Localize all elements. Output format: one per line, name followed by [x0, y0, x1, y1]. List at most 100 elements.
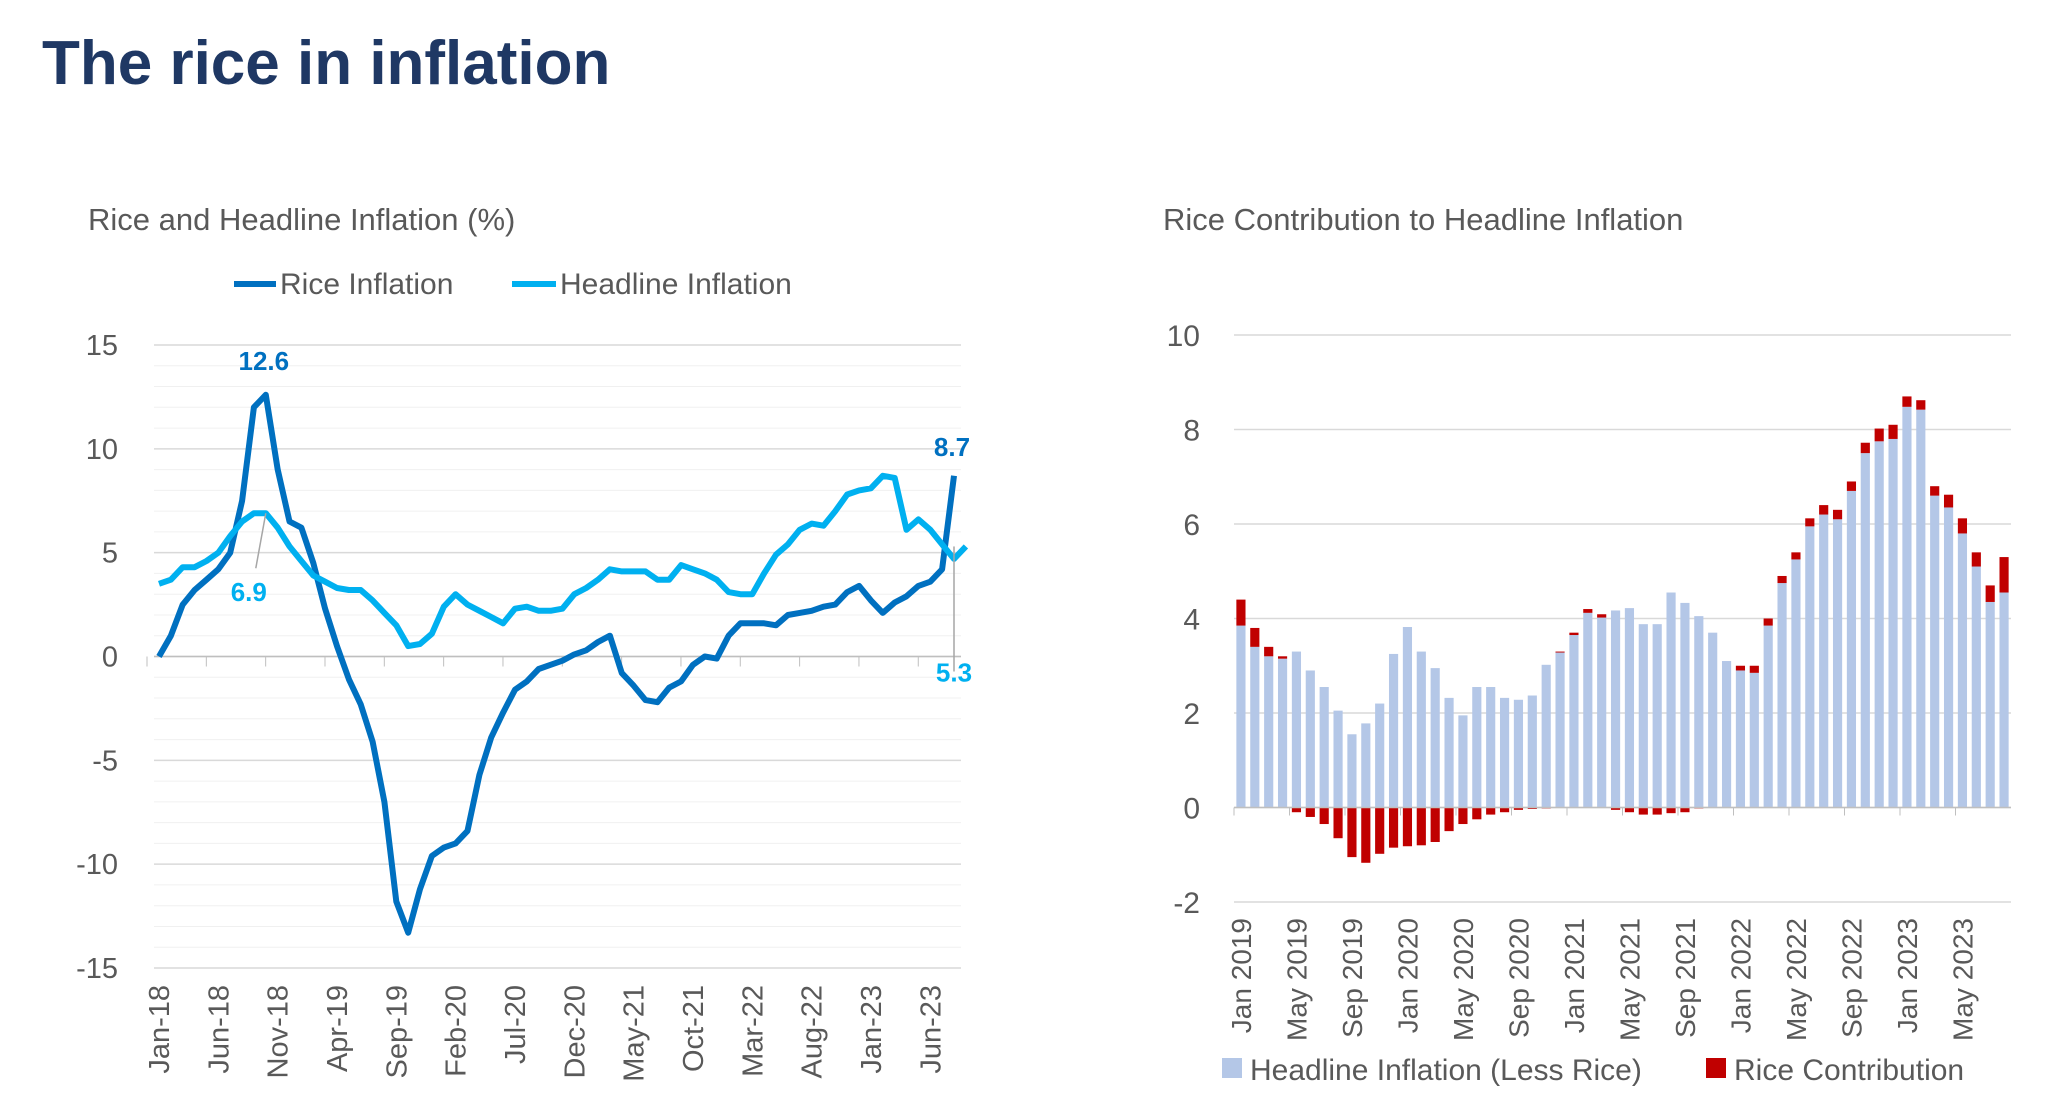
bar-headline-less-rice — [1375, 703, 1385, 808]
bar-headline-less-rice — [1597, 617, 1607, 808]
y-tick-label: 10 — [1167, 320, 1200, 353]
page-title: The rice in inflation — [42, 29, 611, 98]
bar-headline-less-rice — [1458, 715, 1468, 808]
bar-headline-less-rice — [1957, 533, 1968, 808]
bar-headline-less-rice — [1763, 625, 1773, 808]
x-tick-label: Mar-22 — [737, 985, 769, 1077]
bar-rice-contribution — [1680, 807, 1690, 813]
x-tick-label: Sep 2022 — [1836, 918, 1867, 1038]
rice-inflation-line — [156, 391, 957, 936]
bar-headline-less-rice — [1236, 625, 1246, 808]
bar-rice-contribution — [1999, 557, 2009, 593]
bar-headline-less-rice — [1610, 610, 1621, 808]
bar-rice-contribution — [1902, 396, 1912, 407]
bar-rice-contribution — [1597, 614, 1607, 618]
bar-rice-contribution — [1971, 552, 1981, 567]
bar-rice-contribution — [1388, 807, 1399, 848]
legend-headline-label: Headline Inflation — [560, 268, 792, 301]
bar-rice-contribution — [1513, 807, 1524, 810]
bar-headline-less-rice — [1569, 635, 1579, 808]
bar-rice-contribution — [1416, 807, 1426, 846]
y-tick-label: 4 — [1183, 604, 1200, 637]
bar-rice-contribution — [1666, 807, 1676, 814]
legend-headline-less-rice-label: Headline Inflation (Less Rice) — [1250, 1054, 1642, 1087]
bar-headline-less-rice — [1819, 514, 1829, 808]
bar-headline-less-rice — [1791, 559, 1801, 808]
bar-headline-less-rice — [1666, 592, 1676, 808]
bar-headline-less-rice — [1943, 507, 1954, 808]
right-chart-title: Rice Contribution to Headline Inflation — [1163, 202, 1684, 237]
bar-rice-contribution — [1832, 509, 1843, 520]
bar-rice-contribution — [1985, 585, 1995, 602]
bar-headline-less-rice — [1361, 723, 1371, 808]
bar-headline-less-rice — [1319, 687, 1329, 808]
x-tick-label: May 2021 — [1614, 918, 1645, 1041]
leader-line — [255, 513, 267, 569]
legend-headline-less-rice-swatch — [1222, 1058, 1242, 1078]
data-label-rice-peak: 12.6 — [238, 346, 289, 376]
bar-rice-contribution — [1819, 505, 1829, 515]
bar-headline-less-rice — [1402, 627, 1413, 808]
bar-headline-less-rice — [1888, 438, 1898, 808]
bar-rice-contribution — [1652, 807, 1662, 815]
bar-rice-contribution — [1402, 807, 1413, 847]
data-label-headline-peak: 6.9 — [231, 577, 267, 607]
bar-headline-less-rice — [1486, 687, 1496, 808]
bar-rice-contribution — [1250, 627, 1260, 647]
bar-headline-less-rice — [1805, 526, 1815, 808]
y-tick-label: 15 — [86, 330, 118, 362]
bar-rice-contribution — [1499, 807, 1510, 813]
bar-headline-less-rice — [1749, 672, 1759, 808]
bar-rice-contribution — [1264, 646, 1274, 657]
bar-rice-contribution — [1763, 618, 1773, 626]
y-tick-label: -2 — [1173, 887, 1200, 920]
x-tick-label: Sep 2021 — [1670, 918, 1701, 1038]
bar-headline-less-rice — [1930, 495, 1940, 808]
bar-headline-less-rice — [1860, 453, 1870, 808]
bar-headline-less-rice — [1832, 519, 1843, 808]
bar-headline-less-rice — [1430, 668, 1440, 808]
x-tick-label: May-21 — [619, 985, 651, 1082]
bar-headline-less-rice — [1971, 566, 1981, 808]
x-tick-label: May 2023 — [1947, 918, 1978, 1041]
bar-rice-contribution — [1860, 442, 1870, 454]
bar-rice-contribution — [1444, 807, 1454, 832]
y-tick-label: 2 — [1183, 698, 1200, 731]
x-tick-label: Jul-20 — [500, 985, 532, 1064]
x-tick-label: Aug-22 — [797, 985, 829, 1079]
bar-rice-contribution — [1333, 807, 1343, 839]
bar-headline-less-rice — [1499, 697, 1510, 808]
headline-inflation-line — [158, 472, 969, 650]
bar-rice-contribution — [1319, 807, 1329, 825]
bar-rice-contribution — [1277, 656, 1288, 659]
bar-rice-contribution — [1888, 424, 1898, 439]
x-tick-label: Sep 2019 — [1337, 918, 1368, 1038]
bar-rice-contribution — [1943, 494, 1954, 508]
bar-rice-contribution — [1291, 807, 1302, 813]
left-chart-title: Rice and Headline Inflation (%) — [88, 202, 516, 237]
bar-headline-less-rice — [1291, 651, 1302, 808]
bar-headline-less-rice — [1624, 608, 1635, 808]
y-tick-label: -15 — [76, 953, 118, 985]
x-tick-label: Jan 2020 — [1392, 918, 1423, 1033]
bar-headline-less-rice — [1305, 670, 1315, 808]
x-tick-label: Sep 2020 — [1503, 918, 1534, 1038]
bar-headline-less-rice — [1583, 612, 1593, 808]
x-tick-label: Oct-21 — [678, 985, 710, 1072]
bar-rice-contribution — [1777, 575, 1787, 584]
data-label-rice-latest: 8.7 — [934, 432, 970, 462]
y-tick-label: 10 — [86, 434, 118, 466]
legend-rice-label: Rice Inflation — [280, 268, 453, 301]
legend-rice-contribution-swatch — [1706, 1058, 1726, 1078]
x-tick-label: Jan-23 — [856, 985, 888, 1074]
bar-headline-less-rice — [1902, 406, 1912, 808]
bar-headline-less-rice — [1333, 710, 1343, 808]
bar-rice-contribution — [1610, 807, 1621, 810]
bar-headline-less-rice — [1472, 687, 1482, 808]
bar-headline-less-rice — [1416, 651, 1426, 808]
x-tick-label: May 2019 — [1281, 918, 1312, 1041]
bar-headline-less-rice — [1264, 656, 1274, 808]
bar-rice-contribution — [1486, 807, 1496, 815]
bar-rice-contribution — [1791, 552, 1801, 560]
bar-rice-contribution — [1458, 807, 1468, 825]
